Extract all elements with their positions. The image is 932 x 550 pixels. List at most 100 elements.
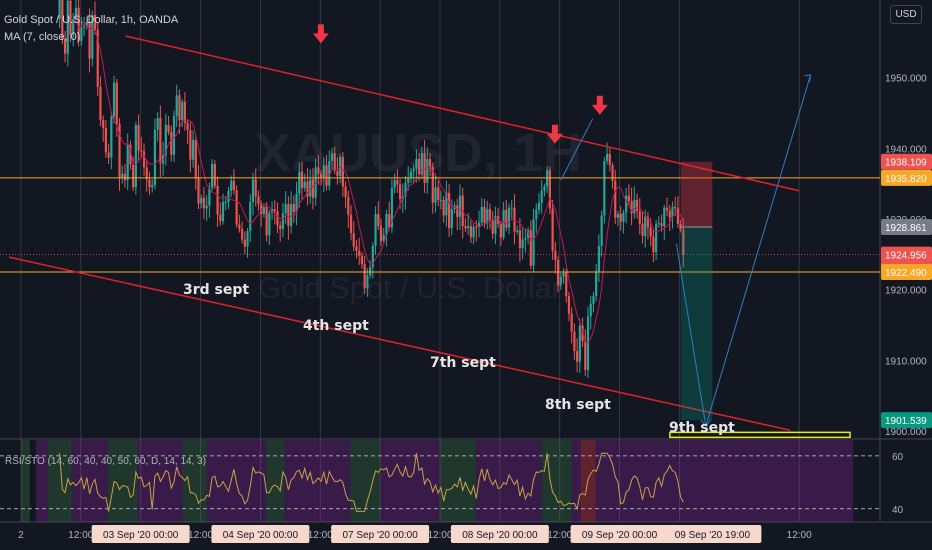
indicator-zone: [571, 440, 581, 522]
candle-body: [284, 204, 287, 214]
candle-body: [104, 127, 107, 153]
candle-body: [118, 123, 121, 179]
candle-body: [311, 179, 315, 198]
candle-body: [309, 179, 312, 197]
candle-body: [576, 351, 579, 362]
candle-body: [134, 125, 137, 188]
candle-body: [186, 122, 189, 130]
candle-body: [595, 271, 598, 297]
candle-body: [456, 205, 459, 217]
time-axis-tag: [570, 525, 669, 543]
candle-body: [208, 187, 211, 206]
candle-body: [437, 187, 440, 200]
candle-body: [377, 214, 380, 227]
projection-line-minor: [560, 118, 594, 181]
time-axis-tag-text: 08 Sep '20 00:00: [462, 530, 538, 541]
candle-body: [74, 7, 78, 20]
candle-body: [521, 239, 524, 248]
candle-body: [251, 179, 255, 203]
candle-body: [597, 245, 601, 272]
candle-body: [513, 207, 516, 232]
candle-body: [268, 212, 271, 236]
time-axis-label: 12:00: [68, 530, 93, 541]
price-tag-text: 1901.539: [885, 416, 927, 427]
candle-body: [676, 208, 679, 224]
candle-body: [655, 223, 658, 253]
candle-body: [578, 325, 581, 362]
candle-body: [404, 182, 407, 197]
candle-body: [649, 227, 652, 237]
candle-body: [227, 190, 230, 203]
candle-body: [611, 165, 614, 181]
candle-body: [652, 236, 655, 253]
candle-body: [388, 214, 391, 228]
time-axis-tag: [211, 525, 310, 543]
candle-body: [420, 153, 423, 175]
indicator-zone: [475, 440, 542, 522]
rsi-indicator-label[interactable]: RSI/STO (14, 60, 40, 40, 50, 60, D, 14, …: [5, 456, 207, 467]
price-tag: [881, 264, 932, 281]
candle-body: [240, 228, 244, 240]
indicator-zone: [541, 440, 572, 522]
candle-body: [298, 171, 301, 194]
candle-body: [328, 161, 331, 186]
candle-body: [314, 167, 317, 198]
annotation-7th-sept: 7th sept: [430, 355, 496, 371]
time-axis-tag: [450, 525, 549, 543]
candle-body: [428, 158, 432, 167]
candle-body: [330, 153, 334, 162]
candle-body: [679, 223, 682, 230]
candle-body: [85, 21, 88, 27]
currency-button[interactable]: USD: [890, 5, 922, 24]
candle-body: [540, 190, 543, 203]
candle-body: [518, 230, 522, 248]
candle-body: [66, 0, 69, 54]
candle-body: [164, 125, 167, 156]
watermark-description: Gold Spot / U.S. Dollar: [258, 272, 562, 305]
candle-body: [151, 185, 154, 188]
candle-body: [142, 151, 146, 168]
candle-body: [107, 152, 110, 158]
candle-body: [516, 230, 519, 232]
candle-body: [276, 211, 279, 226]
candle-body: [505, 209, 508, 228]
time-axis-tag: [91, 525, 190, 543]
candle-body: [224, 202, 227, 204]
candle-body: [189, 129, 192, 160]
candle-body: [532, 219, 535, 266]
candle-body: [140, 150, 143, 152]
price-tag-text: 1924.956: [885, 251, 927, 262]
candle-body: [371, 245, 374, 268]
candle-body: [257, 196, 260, 205]
candle-body: [483, 206, 486, 224]
candle-body: [194, 139, 197, 179]
candle-body: [369, 267, 372, 276]
candle-body: [175, 95, 178, 116]
candle-body: [625, 195, 628, 213]
price-axis-label: 1940.000: [885, 144, 927, 155]
chart-title[interactable]: Gold Spot / U.S. Dollar, 1h, OANDA: [4, 14, 179, 26]
candle-body: [379, 226, 383, 241]
candle-body: [450, 209, 453, 229]
candle-body: [322, 165, 325, 179]
candle-body: [360, 255, 364, 265]
candle-body: [317, 167, 320, 174]
candle-body: [447, 192, 451, 229]
candle-body: [526, 230, 530, 239]
candle-body: [102, 120, 105, 128]
candle-body: [352, 233, 355, 247]
candle-body: [172, 115, 176, 155]
price-axis-label: 1920.000: [885, 286, 927, 297]
rsi-line: [59, 452, 684, 512]
candle-body: [91, 14, 94, 59]
candle-body: [262, 206, 265, 215]
candle-body: [249, 202, 252, 232]
indicator-zone: [47, 440, 72, 522]
candle-body: [303, 181, 306, 188]
candle-body: [499, 223, 502, 238]
candle-body: [475, 226, 478, 228]
ma-indicator-label[interactable]: MA (7, close, 0): [4, 31, 81, 43]
time-axis-label: 12:00: [547, 530, 572, 541]
